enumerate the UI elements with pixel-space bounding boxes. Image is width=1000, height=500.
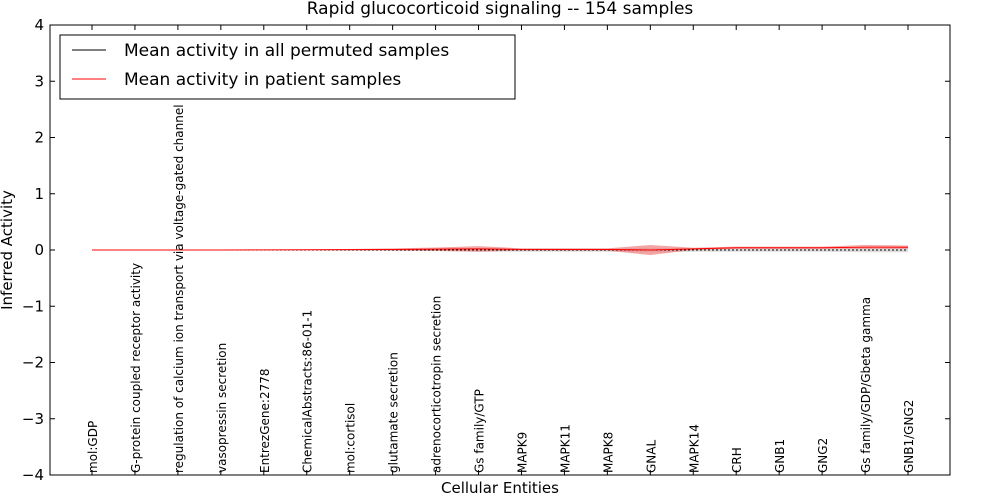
x-tick-label: adrenocorticotropin secretion [430,296,444,473]
y-tick-label: 4 [34,16,44,34]
y-tick-label: 0 [34,241,44,259]
x-tick-label: Gs family/GDP/Gbeta gamma [859,297,873,473]
plot-area [92,244,908,256]
chart-title: Rapid glucocorticoid signaling -- 154 sa… [307,0,694,19]
x-tick-label: regulation of calcium ion transport via … [172,104,186,473]
x-tick-label: MAPK9 [515,432,529,473]
x-tick-label: glutamate secretion [387,352,401,473]
x-tick-label: MAPK11 [558,424,572,473]
x-tick-label: mol:cortisol [344,403,358,473]
y-axis-label: Inferred Activity [0,190,16,310]
x-tick-label: GNG2 [816,438,830,473]
x-tick-label: GNB1/GNG2 [902,400,916,473]
y-tick-label: 3 [34,72,44,90]
series-line-patient [92,246,908,251]
axes: −4 −3 −2 −1 0 1 2 3 4 mol:GDP G-protein coupled re… [22,16,950,484]
legend-label-patient: Mean activity in patient samples [124,70,401,90]
x-tick-label: vasopressin secretion [215,343,229,473]
y-tick-label: −3 [22,410,44,428]
legend: Mean activity in all permuted samples Me… [59,34,516,100]
y-tick-label: −4 [22,466,44,484]
x-tick-label: EntrezGene:2778 [258,369,272,474]
x-tick-label: CRH [730,447,744,473]
legend-label-permuted: Mean activity in all permuted samples [124,41,449,61]
y-tick-label: −2 [22,354,44,372]
legend-box [59,34,516,100]
x-tick-label: mol:GDP [86,421,100,473]
x-tick-label: GNAL [644,440,658,473]
x-tick-label: ChemicalAbstracts:86-01-1 [301,310,315,473]
x-tick-label: MAPK14 [687,424,701,473]
x-tick-label: G-protein coupled receptor activity [129,263,143,473]
y-tick-label: 1 [34,185,44,203]
y-tick-label: 2 [34,129,44,147]
x-tick-label: MAPK8 [601,432,615,473]
x-axis-label: Cellular Entities [441,479,559,497]
y-tick-label: −1 [22,297,44,315]
x-tick-label: Gs family/GTP [473,389,487,473]
x-tick-label: GNB1 [773,439,787,473]
